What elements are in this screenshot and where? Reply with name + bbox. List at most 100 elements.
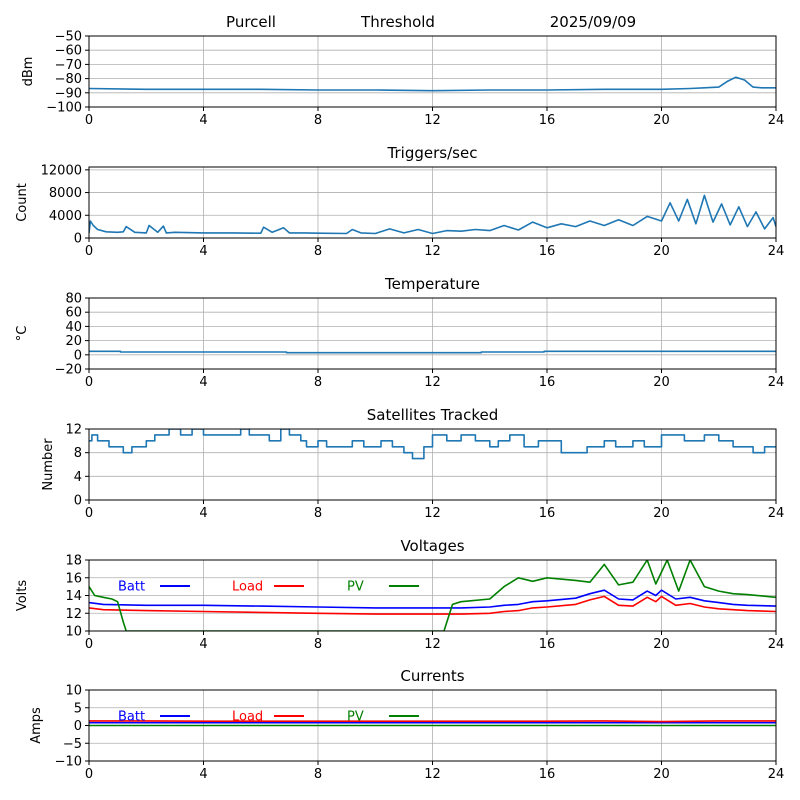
y-tick-label: −80 xyxy=(55,72,82,87)
y-tick-label: 10 xyxy=(65,625,82,640)
x-tick-label: 20 xyxy=(653,375,670,390)
y-tick-label: 16 xyxy=(65,571,82,586)
x-tick-label: 16 xyxy=(539,375,556,390)
series-line-batt xyxy=(89,589,776,609)
series-line-load xyxy=(89,720,776,723)
legend-label-batt: Batt xyxy=(118,580,145,595)
x-tick-label: 8 xyxy=(314,637,322,652)
x-tick-label: 8 xyxy=(314,506,322,521)
y-tick-label: −100 xyxy=(46,101,82,116)
x-tick-label: 20 xyxy=(653,113,670,128)
y-tick-label: 10 xyxy=(65,684,82,699)
y-axis-label: Volts xyxy=(15,580,30,612)
y-tick-label: −60 xyxy=(55,44,82,59)
y-tick-label: 12 xyxy=(65,423,82,438)
x-tick-label: 16 xyxy=(539,244,556,259)
x-tick-label: 4 xyxy=(199,767,207,782)
panel-threshold: 0 4 8 12 16 20 24 −100−90−80−70−60−50 dBm xyxy=(21,30,784,129)
x-tick-label: 20 xyxy=(653,244,670,259)
x-tick-label: 4 xyxy=(199,637,207,652)
x-tick-label: 0 xyxy=(85,375,93,390)
legend-label-load: Load xyxy=(232,580,263,595)
x-tick-label: 8 xyxy=(314,113,322,128)
y-tick-label: 0 xyxy=(74,348,82,363)
y-axis-label: dBm xyxy=(21,57,36,87)
x-tick-label: 24 xyxy=(768,375,785,390)
y-tick-label: −90 xyxy=(55,86,82,101)
y-tick-label: 80 xyxy=(65,292,82,307)
series-line-threshold xyxy=(89,76,776,92)
y-tick-label: 12000 xyxy=(41,163,82,178)
panel-triggers: 0 4 8 12 16 20 24 0 4000 8000 12000 Triggers/sec Cou… xyxy=(15,144,784,259)
header-site: Purcell xyxy=(226,13,276,31)
legend-label-pv: PV xyxy=(347,710,364,725)
x-tick-label: 0 xyxy=(85,113,93,128)
y-tick-label: 0 xyxy=(74,719,82,734)
x-tick-label: 8 xyxy=(314,244,322,259)
x-tick-label: 16 xyxy=(539,113,556,128)
x-tick-label: 16 xyxy=(539,767,556,782)
legend-label-pv: PV xyxy=(347,580,364,595)
x-tick-label: 20 xyxy=(653,506,670,521)
x-tick-label: 20 xyxy=(653,767,670,782)
panel-voltages: 0 4 8 12 16 20 24 10 12 14 16 18 Voltages Volts Batt Lo… xyxy=(15,537,784,652)
y-axis-label: °C xyxy=(15,326,30,342)
x-tick-label: 8 xyxy=(314,375,322,390)
y-axis-label: Count xyxy=(15,183,30,222)
y-tick-label: 8000 xyxy=(49,186,82,201)
y-tick-label: 20 xyxy=(65,334,82,349)
y-tick-label: 8 xyxy=(74,446,82,461)
x-tick-label: 8 xyxy=(314,767,322,782)
y-tick-label: 5 xyxy=(74,701,82,716)
x-tick-label: 20 xyxy=(653,637,670,652)
series-line-triggers xyxy=(89,194,776,235)
y-axis-label: Number xyxy=(41,438,56,491)
x-tick-label: 24 xyxy=(768,637,785,652)
y-tick-label: 18 xyxy=(65,554,82,569)
x-tick-label: 12 xyxy=(424,637,441,652)
y-tick-label: 4 xyxy=(74,470,82,485)
x-tick-label: 16 xyxy=(539,637,556,652)
y-tick-label: 0 xyxy=(74,232,82,247)
x-tick-label: 12 xyxy=(424,113,441,128)
legend-label-batt: Batt xyxy=(118,710,145,725)
y-tick-label: −20 xyxy=(55,363,82,378)
series-line-temperature xyxy=(89,350,776,354)
y-tick-label: 14 xyxy=(65,589,82,604)
legend-label-load: Load xyxy=(232,710,263,725)
x-tick-label: 0 xyxy=(85,244,93,259)
header-mode: Threshold xyxy=(360,13,435,31)
y-tick-label: 60 xyxy=(65,306,82,321)
chart-title: Satellites Tracked xyxy=(367,406,498,424)
series-line-satellites xyxy=(89,429,776,460)
x-tick-label: 0 xyxy=(85,767,93,782)
x-tick-label: 24 xyxy=(768,113,785,128)
chart-title: Currents xyxy=(400,667,464,685)
y-axis-label: Amps xyxy=(29,707,44,744)
x-tick-label: 12 xyxy=(424,767,441,782)
x-tick-label: 24 xyxy=(768,506,785,521)
header-date: 2025/09/09 xyxy=(550,13,636,31)
y-tick-label: −50 xyxy=(55,30,82,45)
chart-title: Temperature xyxy=(384,275,480,293)
x-tick-label: 0 xyxy=(85,637,93,652)
y-tick-label: 40 xyxy=(65,320,82,335)
y-tick-label: 4000 xyxy=(49,209,82,224)
y-tick-label: 12 xyxy=(65,607,82,622)
y-tick-label: −70 xyxy=(55,58,82,73)
x-tick-label: 12 xyxy=(424,506,441,521)
x-tick-label: 16 xyxy=(539,506,556,521)
x-tick-label: 24 xyxy=(768,767,785,782)
series-line-pv xyxy=(89,560,776,631)
x-tick-label: 12 xyxy=(424,244,441,259)
y-tick-label: −5 xyxy=(63,737,82,752)
x-tick-label: 12 xyxy=(424,375,441,390)
x-tick-label: 4 xyxy=(199,244,207,259)
chart-title: Voltages xyxy=(400,537,464,555)
x-tick-label: 0 xyxy=(85,506,93,521)
y-tick-label: −10 xyxy=(55,755,82,770)
